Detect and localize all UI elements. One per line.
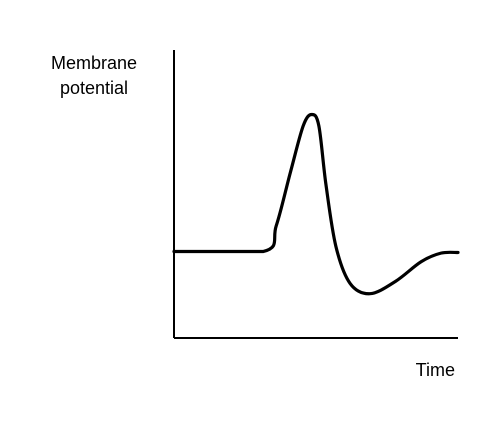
membrane-potential-curve xyxy=(172,112,460,296)
plot-area xyxy=(172,50,460,339)
x-axis-label: Time xyxy=(416,360,455,380)
axis-labels: Membrane potential Time xyxy=(51,53,455,380)
y-axis-label-line-2: potential xyxy=(60,78,128,98)
y-axis-label-line-1: Membrane xyxy=(51,53,137,73)
